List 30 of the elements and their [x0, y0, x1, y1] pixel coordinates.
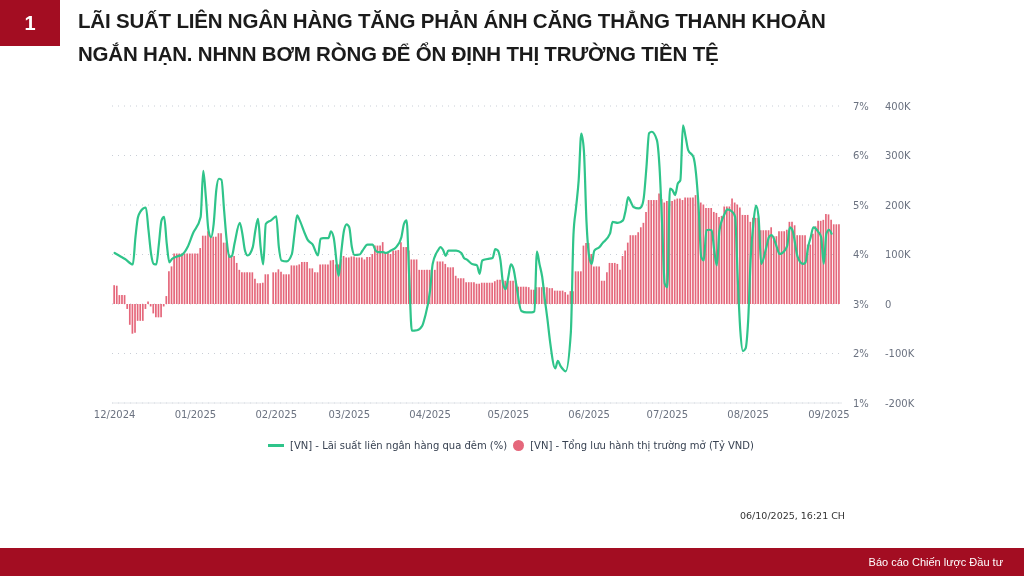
y-tick-label: 5%	[853, 199, 869, 211]
legend-label: [VN] - Lãi suất liên ngân hàng qua đêm (%)	[290, 440, 508, 451]
x-tick-label: 12/2024	[93, 409, 136, 421]
y2-tick-label: 400K	[885, 100, 912, 112]
x-tick-label: 09/2025	[808, 409, 850, 421]
y2-tick-label: -200K	[885, 397, 915, 409]
x-tick-label: 04/2025	[409, 409, 451, 421]
x-tick-label: 08/2025	[727, 409, 769, 421]
y-tick-label: 4%	[853, 249, 869, 261]
legend-label: [VN] - Tổng lưu hành thị trường mở (Tỷ VND)	[530, 440, 754, 451]
y-tick-label: 1%	[853, 397, 869, 409]
y-tick-label: 6%	[853, 150, 869, 162]
y-tick-label: 2%	[853, 348, 869, 360]
x-tick-label: 03/2025	[328, 409, 371, 421]
y2-tick-label: 0	[885, 298, 892, 310]
y2-tick-label: -100K	[885, 348, 915, 360]
footer-banner: Báo cáo Chiến lược Đầu tư	[0, 548, 1024, 576]
y-tick-label: 7%	[853, 100, 869, 112]
y2-tick-label: 200K	[885, 199, 912, 211]
x-tick-label: 02/2025	[255, 409, 298, 421]
x-tick-label: 05/2025	[487, 409, 530, 421]
x-tick-label: 01/2025	[174, 409, 217, 421]
text: 06/10/2025, 16:21 CH	[740, 510, 845, 521]
y-tick-label: 3%	[853, 298, 869, 310]
chart-title: LÃI SUẤT LIÊN NGÂN HÀNG TĂNG PHẢN ÁNH CĂNG THẲNG THANH KHOẢN NGẮN HẠN. NHNN BƠM RÒNG ĐỂ ỔN ĐỊNH THỊ TRƯỜNG TIỀN TỆ	[78, 9, 826, 65]
x-tick-label: 07/2025	[646, 409, 689, 421]
x-tick-label: 06/2025	[568, 409, 610, 421]
number-badge: 1	[0, 0, 60, 46]
y2-tick-label: 300K	[885, 150, 912, 162]
y2-tick-label: 100K	[885, 249, 912, 261]
